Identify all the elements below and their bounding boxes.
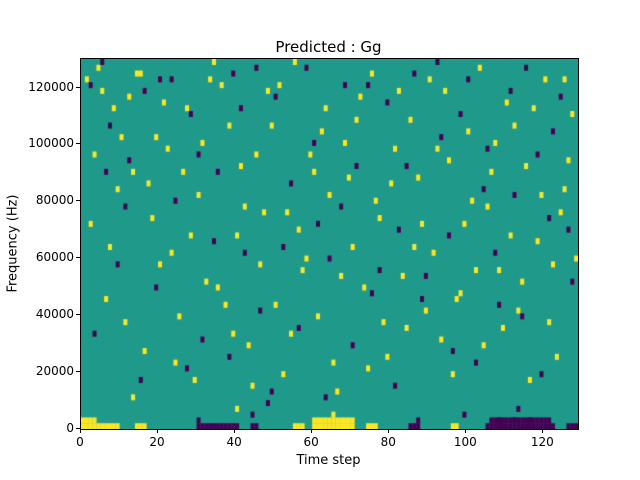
y-tick-mark [76,314,80,316]
y-tick-mark [76,371,80,373]
x-tick-label: 60 [303,435,319,449]
y-tick-mark [76,86,80,88]
y-tick-mark [76,428,80,429]
x-tick-mark [465,429,467,433]
x-tick-mark [388,429,390,433]
x-tick-label: 20 [149,435,165,449]
y-tick-label: 20000 [35,364,74,379]
x-tick-mark [311,429,313,433]
y-tick-label: 80000 [35,193,74,208]
y-tick-label: 120000 [28,79,74,94]
y-tick-label: 60000 [35,250,74,265]
x-tick-label: 100 [453,435,477,449]
plot-title: Predicted : Gg [275,38,382,56]
heatmap-canvas [81,59,578,429]
y-tick-label: 0 [66,421,74,435]
x-tick-mark [157,429,159,433]
y-tick-mark [76,257,80,259]
x-tick-label: 40 [226,435,242,449]
y-axis-label: Frequency (Hz) [5,194,21,293]
x-tick-mark [80,429,81,433]
y-tick-mark [76,200,80,202]
x-tick-mark [234,429,236,433]
x-tick-label: 120 [530,435,554,449]
x-tick-label: 80 [380,435,396,449]
plot-area [80,58,579,430]
y-tick-label: 100000 [28,136,74,151]
y-tick-label: 40000 [35,307,74,322]
x-axis-label: Time step [296,453,361,468]
x-tick-mark [542,429,544,433]
x-tick-label: 0 [76,435,84,449]
y-tick-mark [76,143,80,145]
